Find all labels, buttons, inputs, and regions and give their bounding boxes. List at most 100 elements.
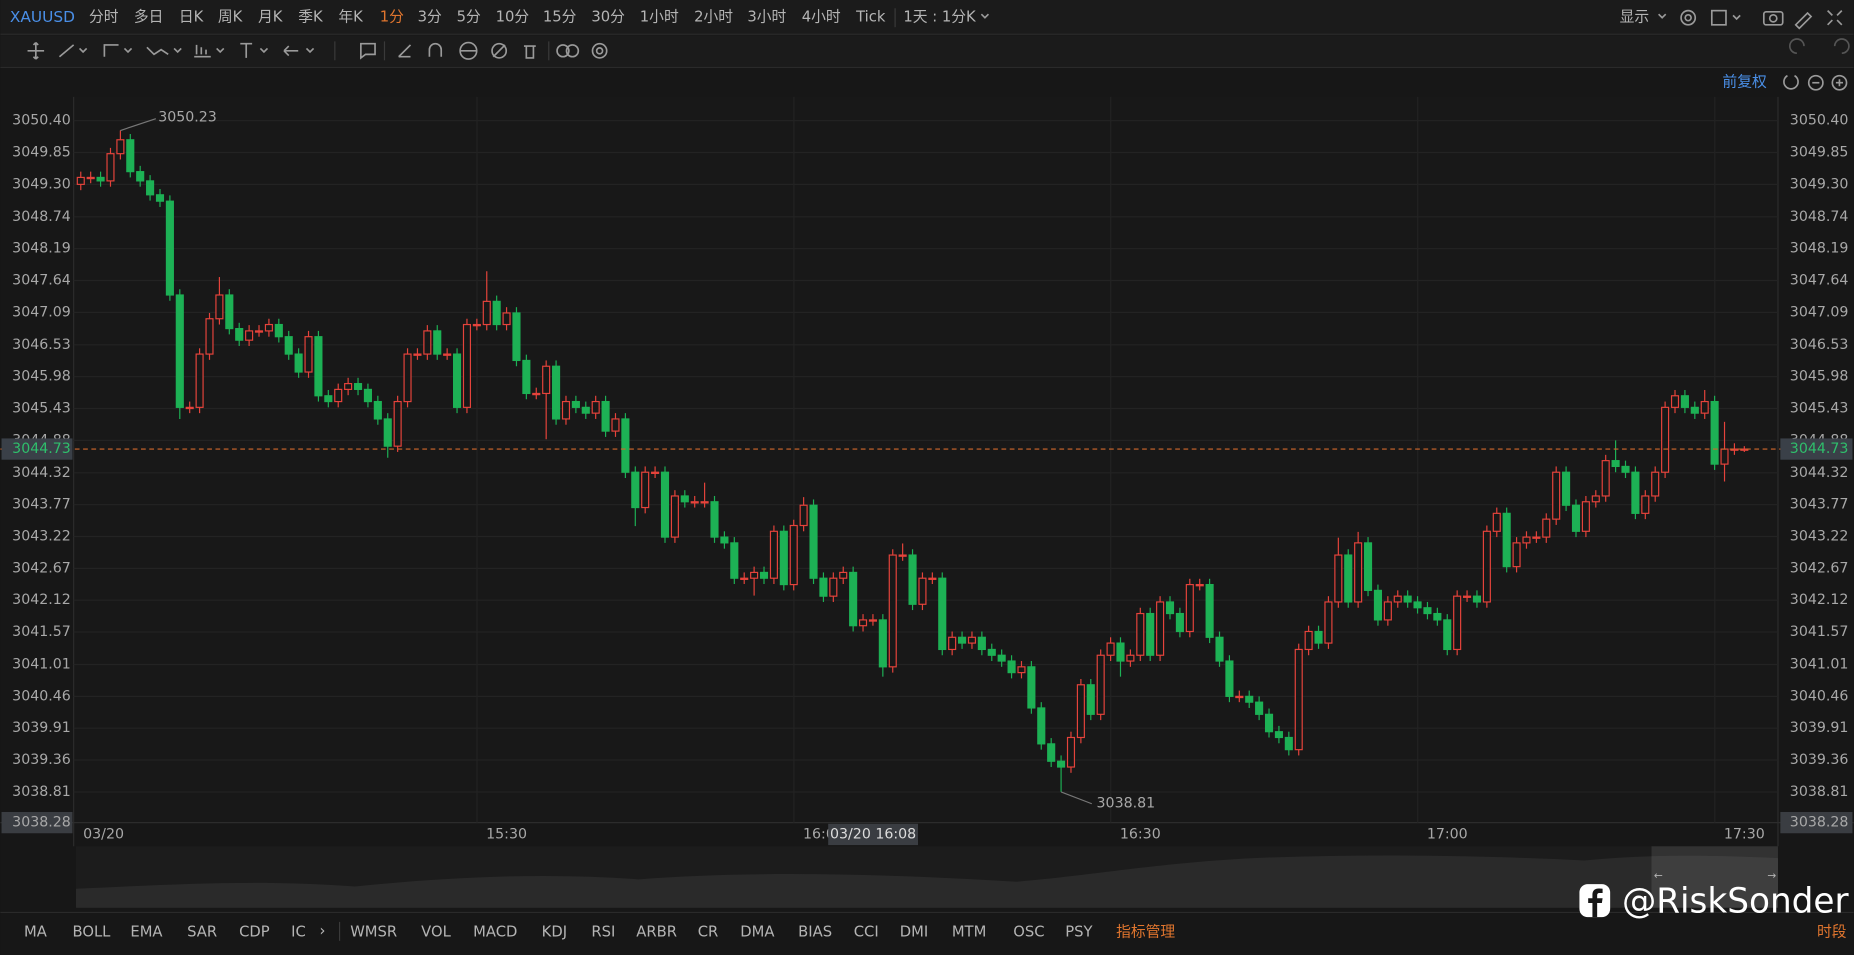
period-button[interactable]: 5分 — [457, 9, 481, 26]
display-menu[interactable]: 显示 — [1620, 9, 1650, 26]
period-button[interactable]: 年K — [338, 9, 363, 26]
period-button[interactable]: 10分 — [496, 9, 530, 26]
period-button[interactable]: 4小时 — [802, 9, 841, 26]
y-tick-label-right: 3040.46 — [1790, 688, 1849, 704]
navigator-handle[interactable]: ← — [1654, 869, 1663, 882]
candle-body — [136, 171, 145, 182]
candle-body — [185, 406, 194, 410]
period-button[interactable]: 2小时 — [694, 9, 733, 26]
period-button[interactable]: 15分 — [543, 9, 577, 26]
range-selector[interactable]: 1天 : 1分K — [903, 9, 976, 26]
drawing-tools[interactable] — [27, 38, 1850, 60]
period-button[interactable]: 3分 — [418, 9, 442, 26]
candle-body — [1670, 395, 1680, 408]
candle-body — [1344, 554, 1353, 603]
candle-body — [1562, 471, 1571, 506]
indicator-tab[interactable]: CDP — [239, 924, 270, 941]
candle-body — [1175, 612, 1184, 633]
candle-body — [888, 554, 897, 668]
indicator-tab[interactable]: BOLL — [72, 924, 111, 941]
navigator-handle[interactable]: → — [1767, 869, 1776, 882]
y-tick-label-right: 3043.22 — [1790, 529, 1849, 545]
y-tick-label: 3044.32 — [12, 465, 71, 481]
candle-body — [660, 471, 670, 538]
y-tick-label: 3049.30 — [12, 176, 71, 192]
candle-body — [858, 619, 868, 627]
period-button[interactable]: 多日 — [134, 9, 164, 26]
period-button[interactable]: 1分 — [380, 9, 404, 26]
indicator-tab[interactable]: VOL — [421, 924, 451, 941]
indicator-tab[interactable]: PSY — [1065, 924, 1093, 941]
candle-body — [1581, 501, 1590, 532]
candle-body — [730, 542, 739, 579]
period-button[interactable]: 月K — [258, 9, 283, 26]
period-button[interactable]: 日K — [179, 9, 204, 26]
indicator-tab[interactable]: OSC — [1013, 924, 1044, 941]
indicator-tab[interactable]: IC — [291, 924, 306, 941]
candle-body — [146, 180, 155, 196]
candle-body — [1195, 583, 1204, 587]
y-tick-label: 3038.81 — [12, 784, 71, 800]
symbol[interactable]: XAUUSD — [10, 8, 75, 26]
candle-body — [195, 353, 204, 408]
indicator-tab[interactable]: ARBR — [636, 924, 677, 941]
indicator-tab[interactable]: SAR — [187, 924, 217, 941]
candle-body — [225, 294, 234, 330]
y-tick-label: 3049.85 — [12, 145, 71, 161]
y-tick-label-right: 3045.43 — [1790, 401, 1849, 417]
indicator-tab[interactable]: CR — [698, 924, 719, 941]
candle-body — [621, 418, 630, 473]
candle-body — [1433, 612, 1442, 621]
indicator-tab[interactable]: DMI — [900, 924, 928, 941]
candle-body — [284, 336, 293, 355]
candle-body — [1373, 589, 1383, 621]
indicator-tab[interactable]: MA — [24, 924, 47, 941]
annotation-leader — [120, 118, 157, 132]
indicator-tab[interactable]: DMA — [740, 924, 774, 941]
zoom-controls[interactable] — [1783, 74, 1848, 91]
candle-body — [1413, 601, 1422, 609]
period-button[interactable]: 3小时 — [747, 9, 786, 26]
period-button[interactable]: 30分 — [591, 9, 625, 26]
candle-body — [977, 636, 986, 651]
candle-body — [1472, 595, 1482, 603]
indicator-tab[interactable]: MACD — [473, 924, 517, 941]
price-mode[interactable]: 前复权 — [1722, 73, 1767, 91]
navigator-window[interactable] — [1651, 846, 1778, 908]
period-button[interactable]: Tick — [855, 9, 886, 26]
candle-body — [1205, 583, 1214, 638]
candle-body — [601, 400, 610, 432]
candle-body — [819, 577, 828, 597]
candle-body — [789, 524, 798, 586]
candle-body — [1066, 736, 1076, 768]
candle-body — [1156, 601, 1165, 656]
period-button[interactable]: 季K — [298, 9, 323, 26]
indicator-tab[interactable]: KDJ — [542, 924, 567, 941]
drawing-toolbar — [0, 35, 1854, 67]
top-right-icons[interactable] — [1680, 9, 1843, 30]
y-tick-label: 3050.40 — [12, 113, 71, 129]
indicator-tab[interactable]: EMA — [130, 924, 162, 941]
indicator-tab[interactable]: RSI — [591, 924, 615, 941]
indicator-tab[interactable]: BIAS — [798, 924, 832, 941]
candle-body — [1700, 400, 1709, 414]
tabs-scroll[interactable]: › — [319, 922, 325, 939]
indicator-tab[interactable]: WMSR — [350, 924, 397, 941]
candle-body — [670, 495, 679, 538]
indicator-tab[interactable]: CCI — [854, 924, 879, 941]
period-button[interactable]: 周K — [218, 9, 243, 26]
y-tick-label-right: 3041.57 — [1790, 624, 1849, 640]
period-button[interactable]: 分时 — [89, 9, 119, 26]
candle-body — [1383, 601, 1392, 621]
session-button[interactable]: 时段 — [1817, 924, 1847, 941]
period-button[interactable]: 1小时 — [640, 9, 679, 26]
indicator-manage[interactable]: 指标管理 — [1116, 924, 1175, 941]
candle-body — [1443, 619, 1452, 651]
indicator-tab[interactable]: MTM — [952, 924, 987, 941]
candle-body — [324, 395, 333, 403]
candle-body — [1245, 695, 1254, 703]
candle-body — [116, 139, 125, 155]
candle-body — [948, 636, 957, 651]
candle-body — [1720, 448, 1729, 465]
y-tick-label: 3039.91 — [12, 720, 71, 736]
